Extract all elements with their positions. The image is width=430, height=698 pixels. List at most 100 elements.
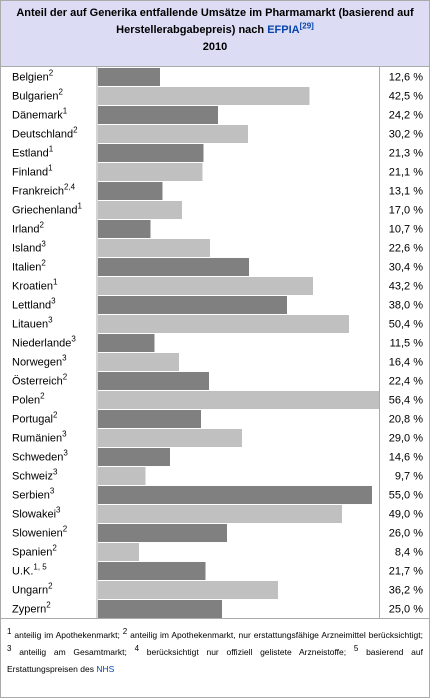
bar	[98, 144, 204, 162]
bar	[98, 486, 372, 504]
value-label: 22,4 %	[389, 375, 423, 387]
category-label: Deutschland2	[12, 126, 78, 141]
footnote-mark: 2	[40, 221, 45, 230]
category-name: Ungarn	[12, 584, 48, 596]
chart-subtitle: 2010	[202, 41, 228, 53]
category-name: Frankreich	[12, 185, 64, 197]
bar	[98, 543, 139, 561]
category-name: Rumänien	[12, 432, 62, 444]
value-label: 38,0 %	[389, 299, 423, 311]
value-label: 11,5 %	[390, 337, 424, 349]
category-name: Schweiz	[12, 470, 53, 482]
category-label: Polen2	[12, 392, 45, 407]
bar	[98, 562, 206, 580]
plot: Belgien2 12,6 %Bulgarien2 42,5 %Dänemark1 2…	[12, 67, 424, 618]
category-name: U.K.	[12, 565, 33, 577]
category-label: Irland2	[12, 221, 45, 236]
footnote-text: anteilig am Gesamtmarkt;	[19, 647, 127, 657]
category-label: Slowakei3	[12, 506, 61, 521]
category-name: Estland	[12, 147, 49, 159]
category-label: Belgien2	[12, 69, 54, 84]
footnote-mark: 3	[62, 354, 67, 363]
reference[interactable]: [29]	[299, 21, 314, 31]
footnote-mark: 1	[63, 107, 68, 116]
value-label: 42,5 %	[389, 90, 423, 102]
value-label: 13,1 %	[389, 185, 423, 197]
value-label: 10,7 %	[389, 223, 423, 235]
bar	[98, 277, 313, 295]
footnote-mark: 2	[52, 544, 57, 553]
footnote-mark: 1	[48, 164, 53, 173]
footnote-text: basierend auf Erstattungspreisen des	[7, 647, 423, 674]
bar	[98, 600, 222, 618]
value-label: 50,4 %	[389, 318, 423, 330]
bar	[98, 372, 209, 390]
value-label: 55,0 %	[389, 489, 423, 501]
value-label: 17,0 %	[389, 204, 423, 216]
bar	[98, 505, 342, 523]
bar	[98, 239, 210, 257]
footnote-mark: 3	[51, 297, 56, 306]
bar	[98, 182, 163, 200]
footnote-mark: 3	[53, 468, 58, 477]
footnote-text: anteilig im Apothekenmarkt, nur erstattu…	[130, 630, 423, 640]
value-label: 25,0 %	[389, 603, 423, 615]
category-label: Rumänien3	[12, 430, 67, 445]
value-label: 26,0 %	[389, 527, 423, 539]
category-name: Slowakei	[12, 508, 56, 520]
category-name: Finland	[12, 166, 48, 178]
footnote-text: berücksichtigt nur offiziell gelistete A…	[146, 647, 347, 657]
value-label: 21,7 %	[389, 565, 423, 577]
category-name: Portugal	[12, 413, 53, 425]
bar	[98, 258, 249, 276]
value-label: 21,1 %	[389, 166, 423, 178]
value-label: 24,2 %	[389, 109, 423, 121]
footnote-mark: 3	[63, 449, 68, 458]
category-name: Österreich	[12, 375, 63, 387]
footnote-mark: 2	[40, 392, 45, 401]
category-name: Italien	[12, 261, 41, 273]
bar	[98, 315, 349, 333]
bar	[98, 220, 151, 238]
bar	[98, 448, 170, 466]
footnote-link[interactable]: NHS	[96, 664, 115, 674]
category-name: Zypern	[12, 603, 46, 615]
footnote-mark: 1	[49, 145, 54, 154]
value-label: 30,4 %	[389, 261, 423, 273]
footnote-mark: 3	[7, 644, 12, 654]
value-label: 43,2 %	[389, 280, 423, 292]
category-name: Norwegen	[12, 356, 62, 368]
category-label: Frankreich2,4	[12, 183, 76, 198]
category-label: Ungarn2	[12, 582, 53, 597]
value-label: 14,6 %	[389, 451, 423, 463]
bar	[98, 353, 179, 371]
category-label: Lettland3	[12, 297, 56, 312]
category-label: Portugal2	[12, 411, 58, 426]
category-label: Bulgarien2	[12, 88, 63, 103]
category-name: Serbien	[12, 489, 50, 501]
category-label: Finland1	[12, 164, 53, 179]
value-label: 8,4 %	[395, 546, 423, 558]
value-label: 21,3 %	[389, 147, 423, 159]
category-name: Litauen	[12, 318, 48, 330]
footnote-mark: 2	[63, 373, 68, 382]
footnote-mark: 5	[353, 644, 359, 654]
category-name: Polen	[12, 394, 40, 406]
source-link[interactable]: EFPIA	[267, 24, 300, 36]
footnote-mark: 1	[53, 278, 58, 287]
footnote-mark: 2	[63, 525, 68, 534]
footnote-mark: 2,4	[64, 183, 76, 192]
value-label: 29,0 %	[389, 432, 423, 444]
bar	[98, 524, 227, 542]
value-label: 12,6 %	[389, 71, 423, 83]
category-name: Kroatien	[12, 280, 53, 292]
category-name: Bulgarien	[12, 90, 58, 102]
category-name: Schweden	[12, 451, 63, 463]
bar	[98, 125, 248, 143]
category-name: Island	[12, 242, 41, 254]
bar	[98, 391, 379, 409]
footnote-mark: 1	[7, 627, 12, 637]
category-label: Slowenien2	[12, 525, 68, 540]
footnote-mark: 3	[62, 430, 67, 439]
